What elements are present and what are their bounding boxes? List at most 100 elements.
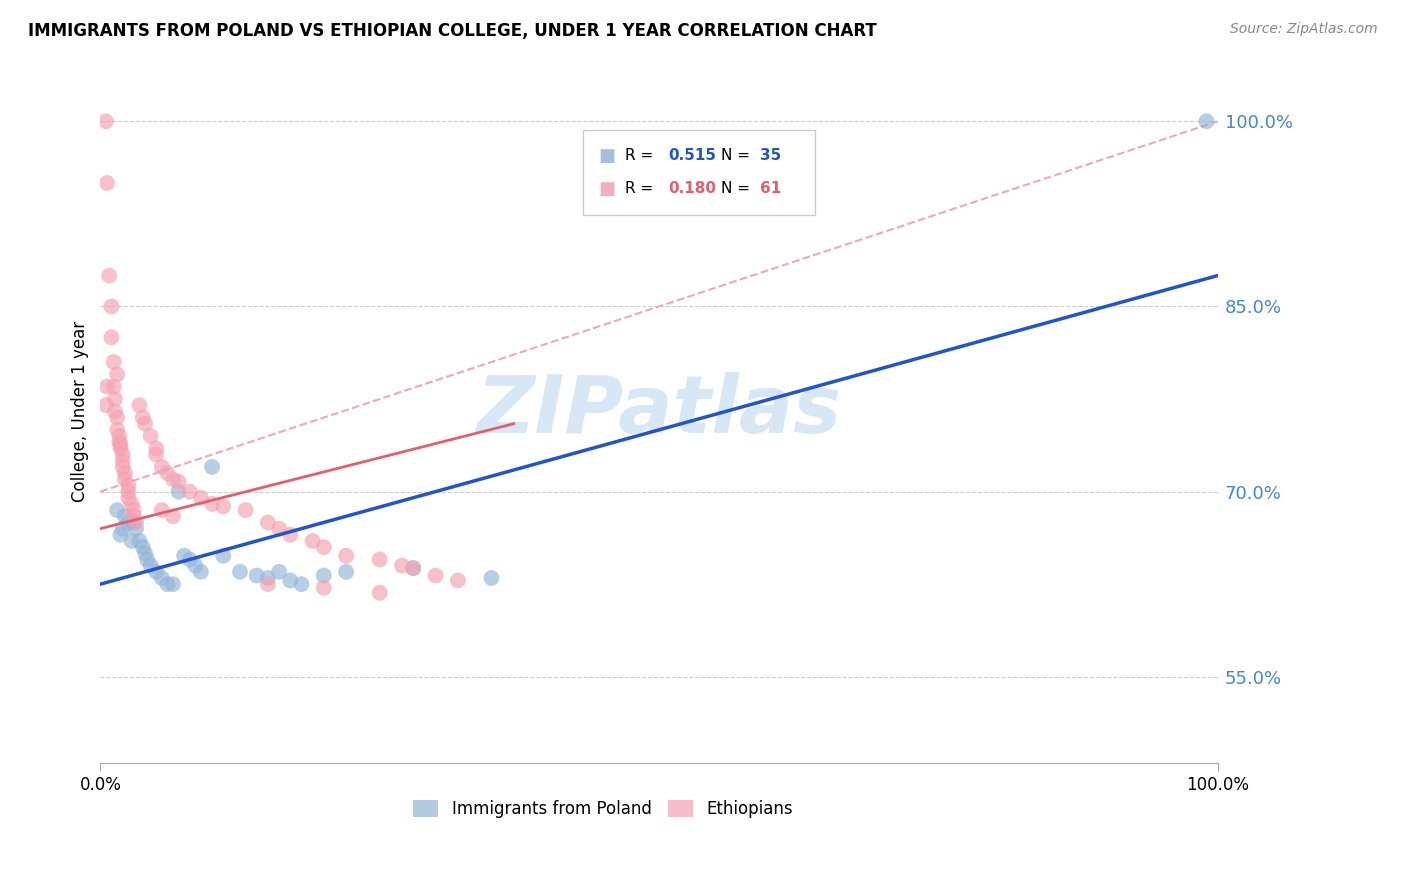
Point xyxy=(110,528,132,542)
Point xyxy=(190,565,212,579)
Point xyxy=(246,568,269,582)
Point xyxy=(150,459,173,474)
Point xyxy=(114,509,136,524)
Point xyxy=(111,454,134,468)
Point xyxy=(1195,114,1218,128)
Point xyxy=(108,429,131,443)
Point xyxy=(312,581,335,595)
Point xyxy=(335,565,357,579)
Point xyxy=(179,484,201,499)
Point xyxy=(184,558,207,573)
Text: 61: 61 xyxy=(759,181,782,196)
Text: R =: R = xyxy=(624,181,658,196)
Point xyxy=(105,423,128,437)
Point xyxy=(128,533,150,548)
Point xyxy=(103,379,125,393)
Point xyxy=(162,577,184,591)
Point xyxy=(179,552,201,566)
Point xyxy=(110,438,132,452)
Legend: Immigrants from Poland, Ethiopians: Immigrants from Poland, Ethiopians xyxy=(406,794,800,825)
Point xyxy=(150,571,173,585)
Point xyxy=(201,459,224,474)
Point xyxy=(122,503,145,517)
Point xyxy=(173,549,195,563)
Point xyxy=(150,503,173,517)
Point xyxy=(125,516,148,530)
Point xyxy=(257,516,280,530)
Point xyxy=(94,114,117,128)
Point xyxy=(229,565,252,579)
Point xyxy=(167,475,190,489)
Point xyxy=(391,558,413,573)
Point xyxy=(368,552,391,566)
Text: ZIPatlas: ZIPatlas xyxy=(477,372,842,450)
Point xyxy=(290,577,312,591)
Y-axis label: College, Under 1 year: College, Under 1 year xyxy=(72,321,89,502)
Point xyxy=(110,442,132,456)
Point xyxy=(121,497,143,511)
Point xyxy=(117,516,139,530)
Point xyxy=(114,472,136,486)
Point xyxy=(156,577,179,591)
Point xyxy=(162,472,184,486)
Point xyxy=(312,568,335,582)
Text: 0.515: 0.515 xyxy=(668,148,716,163)
Point xyxy=(278,528,301,542)
Text: 35: 35 xyxy=(759,148,782,163)
Point xyxy=(117,484,139,499)
Point xyxy=(117,491,139,505)
Point xyxy=(145,448,167,462)
Point xyxy=(122,509,145,524)
Point xyxy=(257,577,280,591)
Point xyxy=(212,500,235,514)
Point xyxy=(447,574,470,588)
Point xyxy=(190,491,212,505)
Point xyxy=(100,330,122,344)
Point xyxy=(145,442,167,456)
Point xyxy=(134,546,156,560)
Point xyxy=(425,568,447,582)
Point xyxy=(132,410,155,425)
Point xyxy=(125,522,148,536)
Point xyxy=(136,552,159,566)
Point xyxy=(139,558,162,573)
Point xyxy=(269,565,291,579)
Point xyxy=(335,549,357,563)
Point xyxy=(139,429,162,443)
Point xyxy=(312,540,335,554)
Point xyxy=(162,509,184,524)
Point xyxy=(96,176,118,190)
Point xyxy=(235,503,257,517)
Point xyxy=(114,466,136,480)
Point xyxy=(402,561,425,575)
Point xyxy=(121,533,143,548)
Point xyxy=(111,448,134,462)
Point xyxy=(368,586,391,600)
Point xyxy=(100,300,122,314)
Point xyxy=(94,398,117,412)
Point xyxy=(402,561,425,575)
Point xyxy=(104,392,127,406)
Point xyxy=(257,571,280,585)
Point xyxy=(103,355,125,369)
Point xyxy=(111,459,134,474)
Text: Source: ZipAtlas.com: Source: ZipAtlas.com xyxy=(1230,22,1378,37)
Point xyxy=(105,368,128,382)
Point xyxy=(278,574,301,588)
Text: N =: N = xyxy=(721,148,755,163)
Point xyxy=(132,540,155,554)
Point xyxy=(156,466,179,480)
Point xyxy=(105,410,128,425)
Point xyxy=(128,398,150,412)
Point xyxy=(145,565,167,579)
Text: ■: ■ xyxy=(599,180,616,198)
Point xyxy=(98,268,121,283)
Point xyxy=(134,417,156,431)
Text: N =: N = xyxy=(721,181,755,196)
Point xyxy=(96,379,118,393)
Point xyxy=(269,522,291,536)
Text: ■: ■ xyxy=(599,146,616,165)
Point xyxy=(212,549,235,563)
Point xyxy=(117,478,139,492)
Point xyxy=(108,435,131,450)
